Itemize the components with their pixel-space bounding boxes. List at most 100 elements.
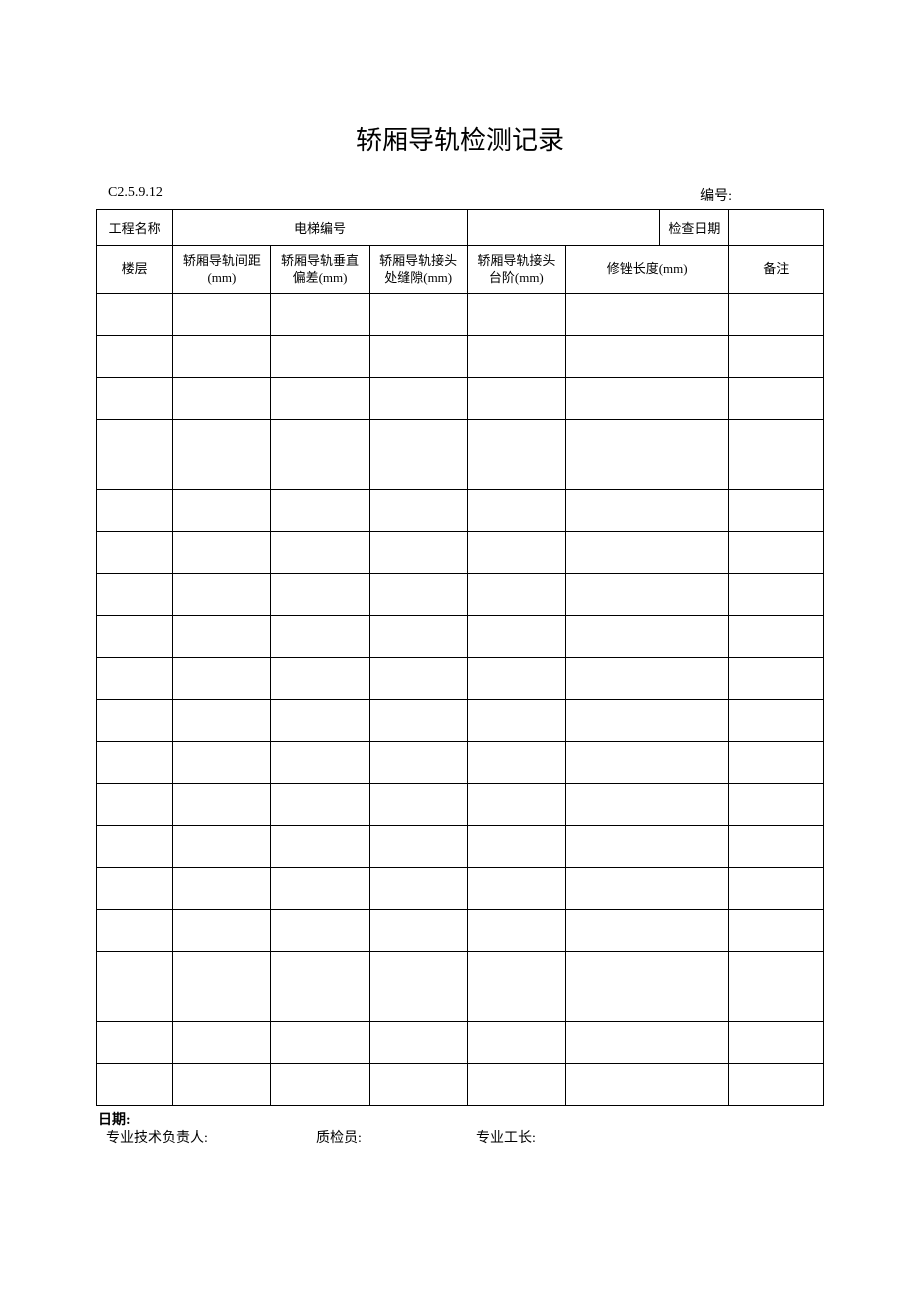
- sign-tech-lead: 专业技术负责人:: [106, 1130, 316, 1148]
- table-cell: [467, 868, 565, 910]
- table-cell: [369, 910, 467, 952]
- footer: 日期: 专业技术负责人: 质检员: 专业工长:: [96, 1112, 824, 1148]
- table-cell: [565, 742, 729, 784]
- table-cell: [565, 378, 729, 420]
- table-cell: [467, 910, 565, 952]
- table-cell: [271, 952, 369, 1022]
- table-cell: [729, 616, 824, 658]
- table-cell: [97, 616, 173, 658]
- table-cell: [271, 294, 369, 336]
- table-cell: [369, 784, 467, 826]
- table-cell: [97, 1022, 173, 1064]
- table-cell: [97, 1064, 173, 1106]
- table-cell: [565, 700, 729, 742]
- table-cell: [173, 490, 271, 532]
- table-cell: [173, 1022, 271, 1064]
- meta-row: C2.5.9.12 编号:: [96, 185, 824, 209]
- table-cell: [467, 420, 565, 490]
- table-cell: [467, 700, 565, 742]
- col-file-length: 修锉长度(mm): [565, 246, 729, 294]
- table-cell: [97, 910, 173, 952]
- table-cell: [467, 574, 565, 616]
- table-cell: [565, 952, 729, 1022]
- table-row: [97, 294, 824, 336]
- table-cell: [173, 700, 271, 742]
- table-cell: [173, 742, 271, 784]
- col-joint-step: 轿厢导轨接头台阶(mm): [467, 246, 565, 294]
- header-row-1: 工程名称 电梯编号 检查日期: [97, 210, 824, 246]
- table-cell: [97, 490, 173, 532]
- table-row: [97, 700, 824, 742]
- table-row: [97, 532, 824, 574]
- table-cell: [97, 574, 173, 616]
- table-cell: [271, 1022, 369, 1064]
- table-cell: [173, 952, 271, 1022]
- table-cell: [729, 420, 824, 490]
- table-cell: [97, 952, 173, 1022]
- table-cell: [729, 658, 824, 700]
- table-cell: [369, 868, 467, 910]
- table-cell: [369, 952, 467, 1022]
- serial-label: 编号:: [700, 185, 822, 205]
- table-cell: [729, 910, 824, 952]
- table-cell: [729, 868, 824, 910]
- table-cell: [271, 868, 369, 910]
- table-cell: [565, 616, 729, 658]
- table-cell: [729, 700, 824, 742]
- table-cell: [271, 742, 369, 784]
- table-cell: [729, 294, 824, 336]
- table-cell: [369, 294, 467, 336]
- table-cell: [97, 336, 173, 378]
- table-cell: [565, 868, 729, 910]
- table-cell: [173, 574, 271, 616]
- table-row: [97, 784, 824, 826]
- table-row: [97, 336, 824, 378]
- col-vertical: 轿厢导轨垂直偏差(mm): [271, 246, 369, 294]
- table-cell: [369, 1064, 467, 1106]
- sign-qc: 质检员:: [316, 1130, 476, 1148]
- elevator-no-label: 电梯编号: [173, 210, 467, 246]
- table-row: [97, 420, 824, 490]
- table-row: [97, 1064, 824, 1106]
- table-row: [97, 910, 824, 952]
- table-cell: [565, 490, 729, 532]
- table-cell: [729, 1064, 824, 1106]
- table-cell: [271, 378, 369, 420]
- table-cell: [467, 294, 565, 336]
- table-cell: [565, 658, 729, 700]
- table-cell: [97, 420, 173, 490]
- table-cell: [565, 420, 729, 490]
- table-cell: [271, 616, 369, 658]
- table-cell: [729, 742, 824, 784]
- project-name-label: 工程名称: [97, 210, 173, 246]
- table-row: [97, 378, 824, 420]
- table-cell: [97, 742, 173, 784]
- table-cell: [729, 532, 824, 574]
- table-cell: [173, 910, 271, 952]
- table-cell: [467, 532, 565, 574]
- table-cell: [271, 532, 369, 574]
- table-cell: [729, 1022, 824, 1064]
- table-cell: [173, 616, 271, 658]
- table-cell: [369, 574, 467, 616]
- table-cell: [467, 490, 565, 532]
- table-row: [97, 868, 824, 910]
- date-label: 日期:: [96, 1112, 824, 1130]
- table-cell: [369, 826, 467, 868]
- table-cell: [97, 294, 173, 336]
- table-cell: [173, 784, 271, 826]
- table-cell: [565, 784, 729, 826]
- table-cell: [271, 700, 369, 742]
- table-cell: [173, 532, 271, 574]
- table-cell: [369, 616, 467, 658]
- table-cell: [173, 826, 271, 868]
- table-cell: [97, 378, 173, 420]
- table-cell: [565, 294, 729, 336]
- table-cell: [369, 378, 467, 420]
- table-cell: [729, 826, 824, 868]
- table-cell: [467, 658, 565, 700]
- table-cell: [467, 378, 565, 420]
- table-cell: [467, 826, 565, 868]
- table-cell: [369, 742, 467, 784]
- table-cell: [565, 574, 729, 616]
